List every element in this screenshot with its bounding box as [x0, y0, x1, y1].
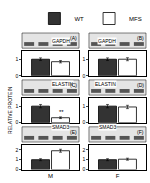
svg-text:WT: WT: [74, 16, 84, 22]
svg-text:2: 2: [15, 147, 18, 153]
svg-text:GAPDH: GAPDH: [98, 38, 116, 44]
svg-text:0: 0: [82, 166, 85, 172]
svg-text:**: **: [59, 109, 64, 115]
svg-text:ELASTIN: ELASTIN: [95, 81, 116, 87]
svg-text:GAPDH: GAPDH: [52, 38, 70, 44]
svg-text:1: 1: [82, 156, 85, 162]
svg-text:1: 1: [15, 156, 18, 162]
svg-text:0: 0: [15, 119, 18, 125]
svg-text:0: 0: [82, 73, 85, 79]
svg-text:1: 1: [82, 56, 85, 62]
svg-text:SMAD3: SMAD3: [99, 124, 116, 130]
svg-text:(C): (C): [70, 82, 77, 88]
svg-text:0: 0: [82, 119, 85, 125]
svg-text:(E): (E): [70, 129, 77, 135]
svg-text:ELASTIN: ELASTIN: [52, 81, 73, 87]
svg-text:SMAD3: SMAD3: [52, 124, 69, 130]
svg-text:0: 0: [15, 166, 18, 172]
svg-text:(B): (B): [137, 35, 144, 41]
svg-text:1: 1: [15, 56, 18, 62]
svg-text:MFS: MFS: [129, 16, 142, 22]
svg-text:RELATIVE PROTEIN: RELATIVE PROTEIN: [7, 86, 13, 134]
svg-text:F: F: [116, 173, 120, 179]
svg-text:2: 2: [82, 147, 85, 153]
svg-text:0: 0: [15, 73, 18, 79]
svg-text:1: 1: [15, 103, 18, 109]
svg-text:M: M: [48, 173, 53, 179]
svg-text:(F): (F): [137, 129, 144, 135]
svg-text:(A): (A): [70, 35, 77, 41]
svg-text:(D): (D): [137, 82, 144, 88]
svg-text:1: 1: [82, 103, 85, 109]
